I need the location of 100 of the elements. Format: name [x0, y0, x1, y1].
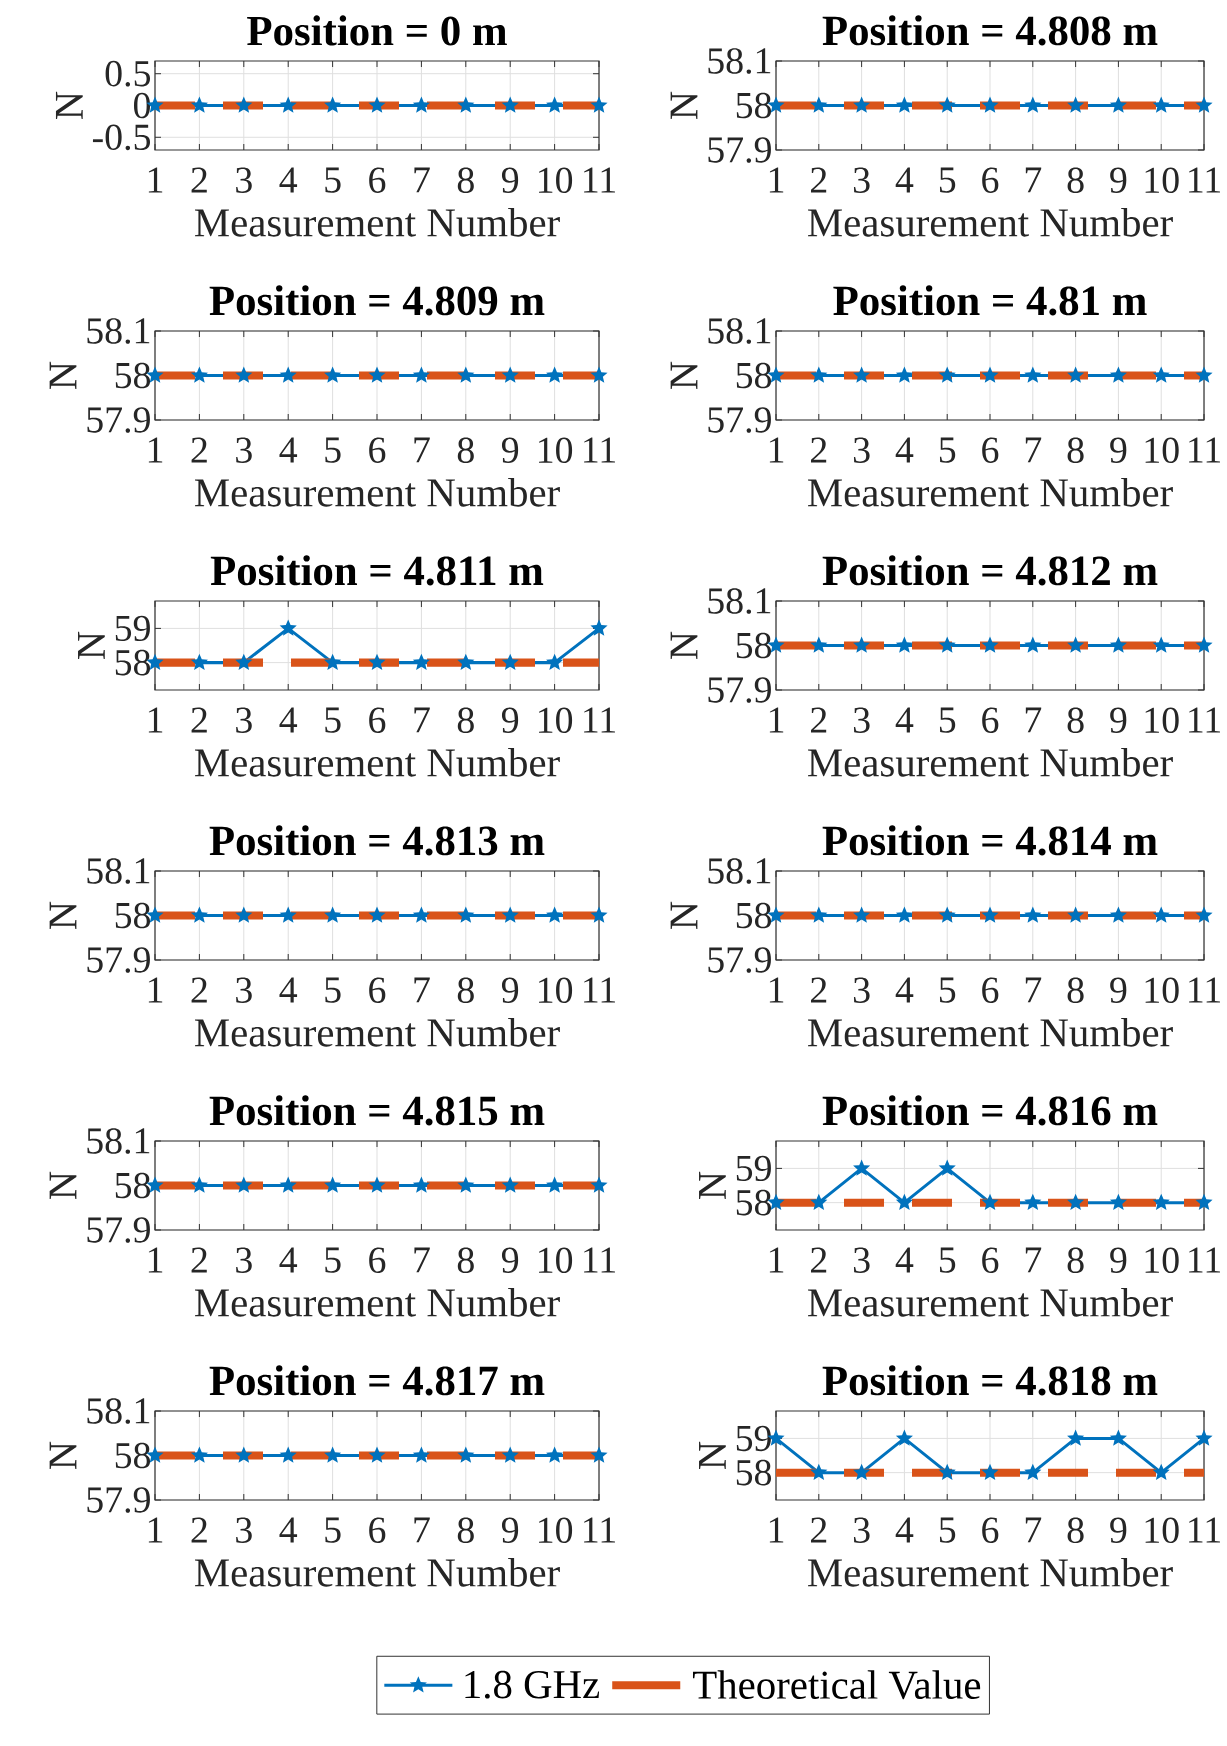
- x-tick-label: 3: [853, 437, 870, 463]
- x-tick-label: 6: [369, 1517, 386, 1543]
- x-tick-label: 9: [1110, 437, 1127, 463]
- x-tick-label: 3: [236, 977, 252, 1003]
- x-axis-title: Measurement Number: [807, 1557, 1173, 1587]
- legend-label: 1.8 GHz: [465, 1670, 600, 1699]
- y-tick-label: 58.1: [87, 318, 150, 344]
- y-tick-label: 57.9: [708, 947, 771, 973]
- x-tick-label: 11: [1189, 167, 1220, 193]
- x-axis-title: Measurement Number: [808, 477, 1173, 507]
- x-tick-label: 11: [584, 167, 615, 193]
- x-tick-label: 3: [236, 1517, 252, 1543]
- x-tick-label: 4: [895, 1247, 914, 1273]
- x-tick-label: 9: [501, 977, 519, 1003]
- y-tick-label: 58: [736, 1189, 772, 1216]
- x-tick-label: 10: [539, 1247, 573, 1274]
- x-axis-title: Measurement Number: [194, 477, 560, 507]
- x-tick-label: 6: [982, 1517, 999, 1543]
- y-tick-label: 58.1: [87, 1398, 150, 1424]
- x-tick-label: 5: [939, 1517, 956, 1543]
- x-tick-label: 10: [539, 707, 573, 734]
- y-tick-label: 58: [736, 632, 772, 659]
- y-tick-label: 57.9: [708, 137, 771, 163]
- x-tick-label: 11: [584, 1517, 615, 1543]
- x-tick-label: 5: [325, 707, 341, 733]
- x-tick-label: 10: [1145, 1517, 1179, 1544]
- x-tick-label: 4: [279, 437, 298, 463]
- x-tick-label: 4: [279, 1247, 298, 1273]
- x-tick-label: 2: [811, 1247, 827, 1273]
- x-tick-label: 8: [457, 707, 474, 734]
- x-tick-label: 6: [369, 707, 386, 733]
- y-axis-title: N: [49, 1171, 77, 1200]
- x-tick-label: 11: [584, 707, 615, 733]
- x-tick-label: 6: [982, 707, 999, 733]
- x-tick-label: 1: [769, 1517, 784, 1543]
- x-tick-label: 2: [191, 707, 207, 733]
- x-tick-label: 2: [191, 1247, 207, 1273]
- y-tick-label: -0.5: [92, 124, 150, 151]
- x-tick-label: 1: [148, 1517, 163, 1543]
- x-tick-label: 10: [539, 977, 573, 1004]
- x-tick-label: 8: [1067, 437, 1084, 464]
- x-tick-label: 9: [1110, 167, 1127, 193]
- y-tick-label: 58.1: [708, 318, 771, 344]
- x-tick-label: 3: [853, 1247, 870, 1273]
- x-tick-label: 7: [414, 1517, 430, 1543]
- legend-label: Theoretical Value: [692, 1670, 981, 1700]
- y-axis-title: N: [49, 901, 77, 930]
- chart-title: Position = 0 m: [247, 15, 507, 46]
- x-tick-label: 9: [501, 1517, 519, 1543]
- y-tick-label: 58: [736, 902, 772, 929]
- x-tick-label: 7: [414, 977, 430, 1003]
- x-tick-label: 11: [584, 1247, 615, 1273]
- x-tick-label: 11: [1189, 1517, 1220, 1543]
- x-tick-label: 3: [236, 707, 252, 733]
- x-tick-label: 10: [1145, 1247, 1179, 1274]
- x-tick-label: 2: [191, 977, 207, 1003]
- y-tick-label: 58: [736, 92, 772, 119]
- x-tick-label: 9: [501, 167, 519, 193]
- y-tick-label: 58: [115, 649, 151, 676]
- chart-title: Position = 4.817 m: [209, 1365, 545, 1396]
- x-tick-label: 7: [1025, 167, 1042, 193]
- x-tick-label: 5: [939, 977, 956, 1003]
- x-axis-title: Measurement Number: [194, 1557, 560, 1587]
- x-tick-label: 10: [1145, 977, 1179, 1004]
- x-tick-label: 11: [584, 437, 615, 463]
- x-tick-label: 5: [939, 167, 956, 193]
- x-tick-label: 2: [191, 1517, 207, 1543]
- x-tick-label: 11: [584, 977, 615, 1003]
- x-tick-label: 1: [148, 977, 163, 1003]
- x-tick-label: 6: [369, 1247, 386, 1273]
- x-tick-label: 7: [1025, 1247, 1042, 1273]
- y-axis-title: N: [699, 1441, 726, 1470]
- x-tick-label: 6: [369, 977, 386, 1003]
- x-tick-label: 7: [414, 1247, 430, 1273]
- y-tick-label: 58.1: [87, 858, 150, 884]
- x-tick-label: 9: [1110, 1247, 1127, 1273]
- x-tick-label: 4: [279, 977, 298, 1003]
- x-tick-label: 10: [539, 437, 573, 464]
- y-tick-label: 57.9: [708, 677, 771, 703]
- y-tick-label: 58: [115, 1172, 151, 1199]
- x-tick-label: 9: [1110, 707, 1127, 733]
- x-tick-label: 5: [939, 437, 956, 463]
- y-axis-title: N: [670, 91, 698, 120]
- x-tick-label: 8: [1067, 1247, 1084, 1274]
- x-tick-label: 2: [191, 167, 207, 193]
- y-tick-label: 57.9: [87, 1217, 150, 1243]
- y-axis-title: N: [670, 631, 698, 660]
- y-tick-label: 57.9: [87, 1487, 150, 1513]
- x-tick-label: 5: [325, 437, 341, 463]
- x-tick-label: 2: [811, 437, 827, 463]
- x-tick-label: 7: [1025, 707, 1042, 733]
- x-tick-label: 1: [148, 167, 163, 193]
- x-tick-label: 6: [982, 167, 999, 193]
- x-tick-label: 1: [769, 977, 784, 1003]
- chart-title: Position = 4.809 m: [209, 285, 545, 316]
- x-tick-label: 8: [457, 167, 474, 194]
- x-tick-label: 11: [1189, 437, 1220, 463]
- x-tick-label: 6: [369, 437, 386, 463]
- x-tick-label: 2: [811, 707, 827, 733]
- x-tick-label: 5: [939, 707, 956, 733]
